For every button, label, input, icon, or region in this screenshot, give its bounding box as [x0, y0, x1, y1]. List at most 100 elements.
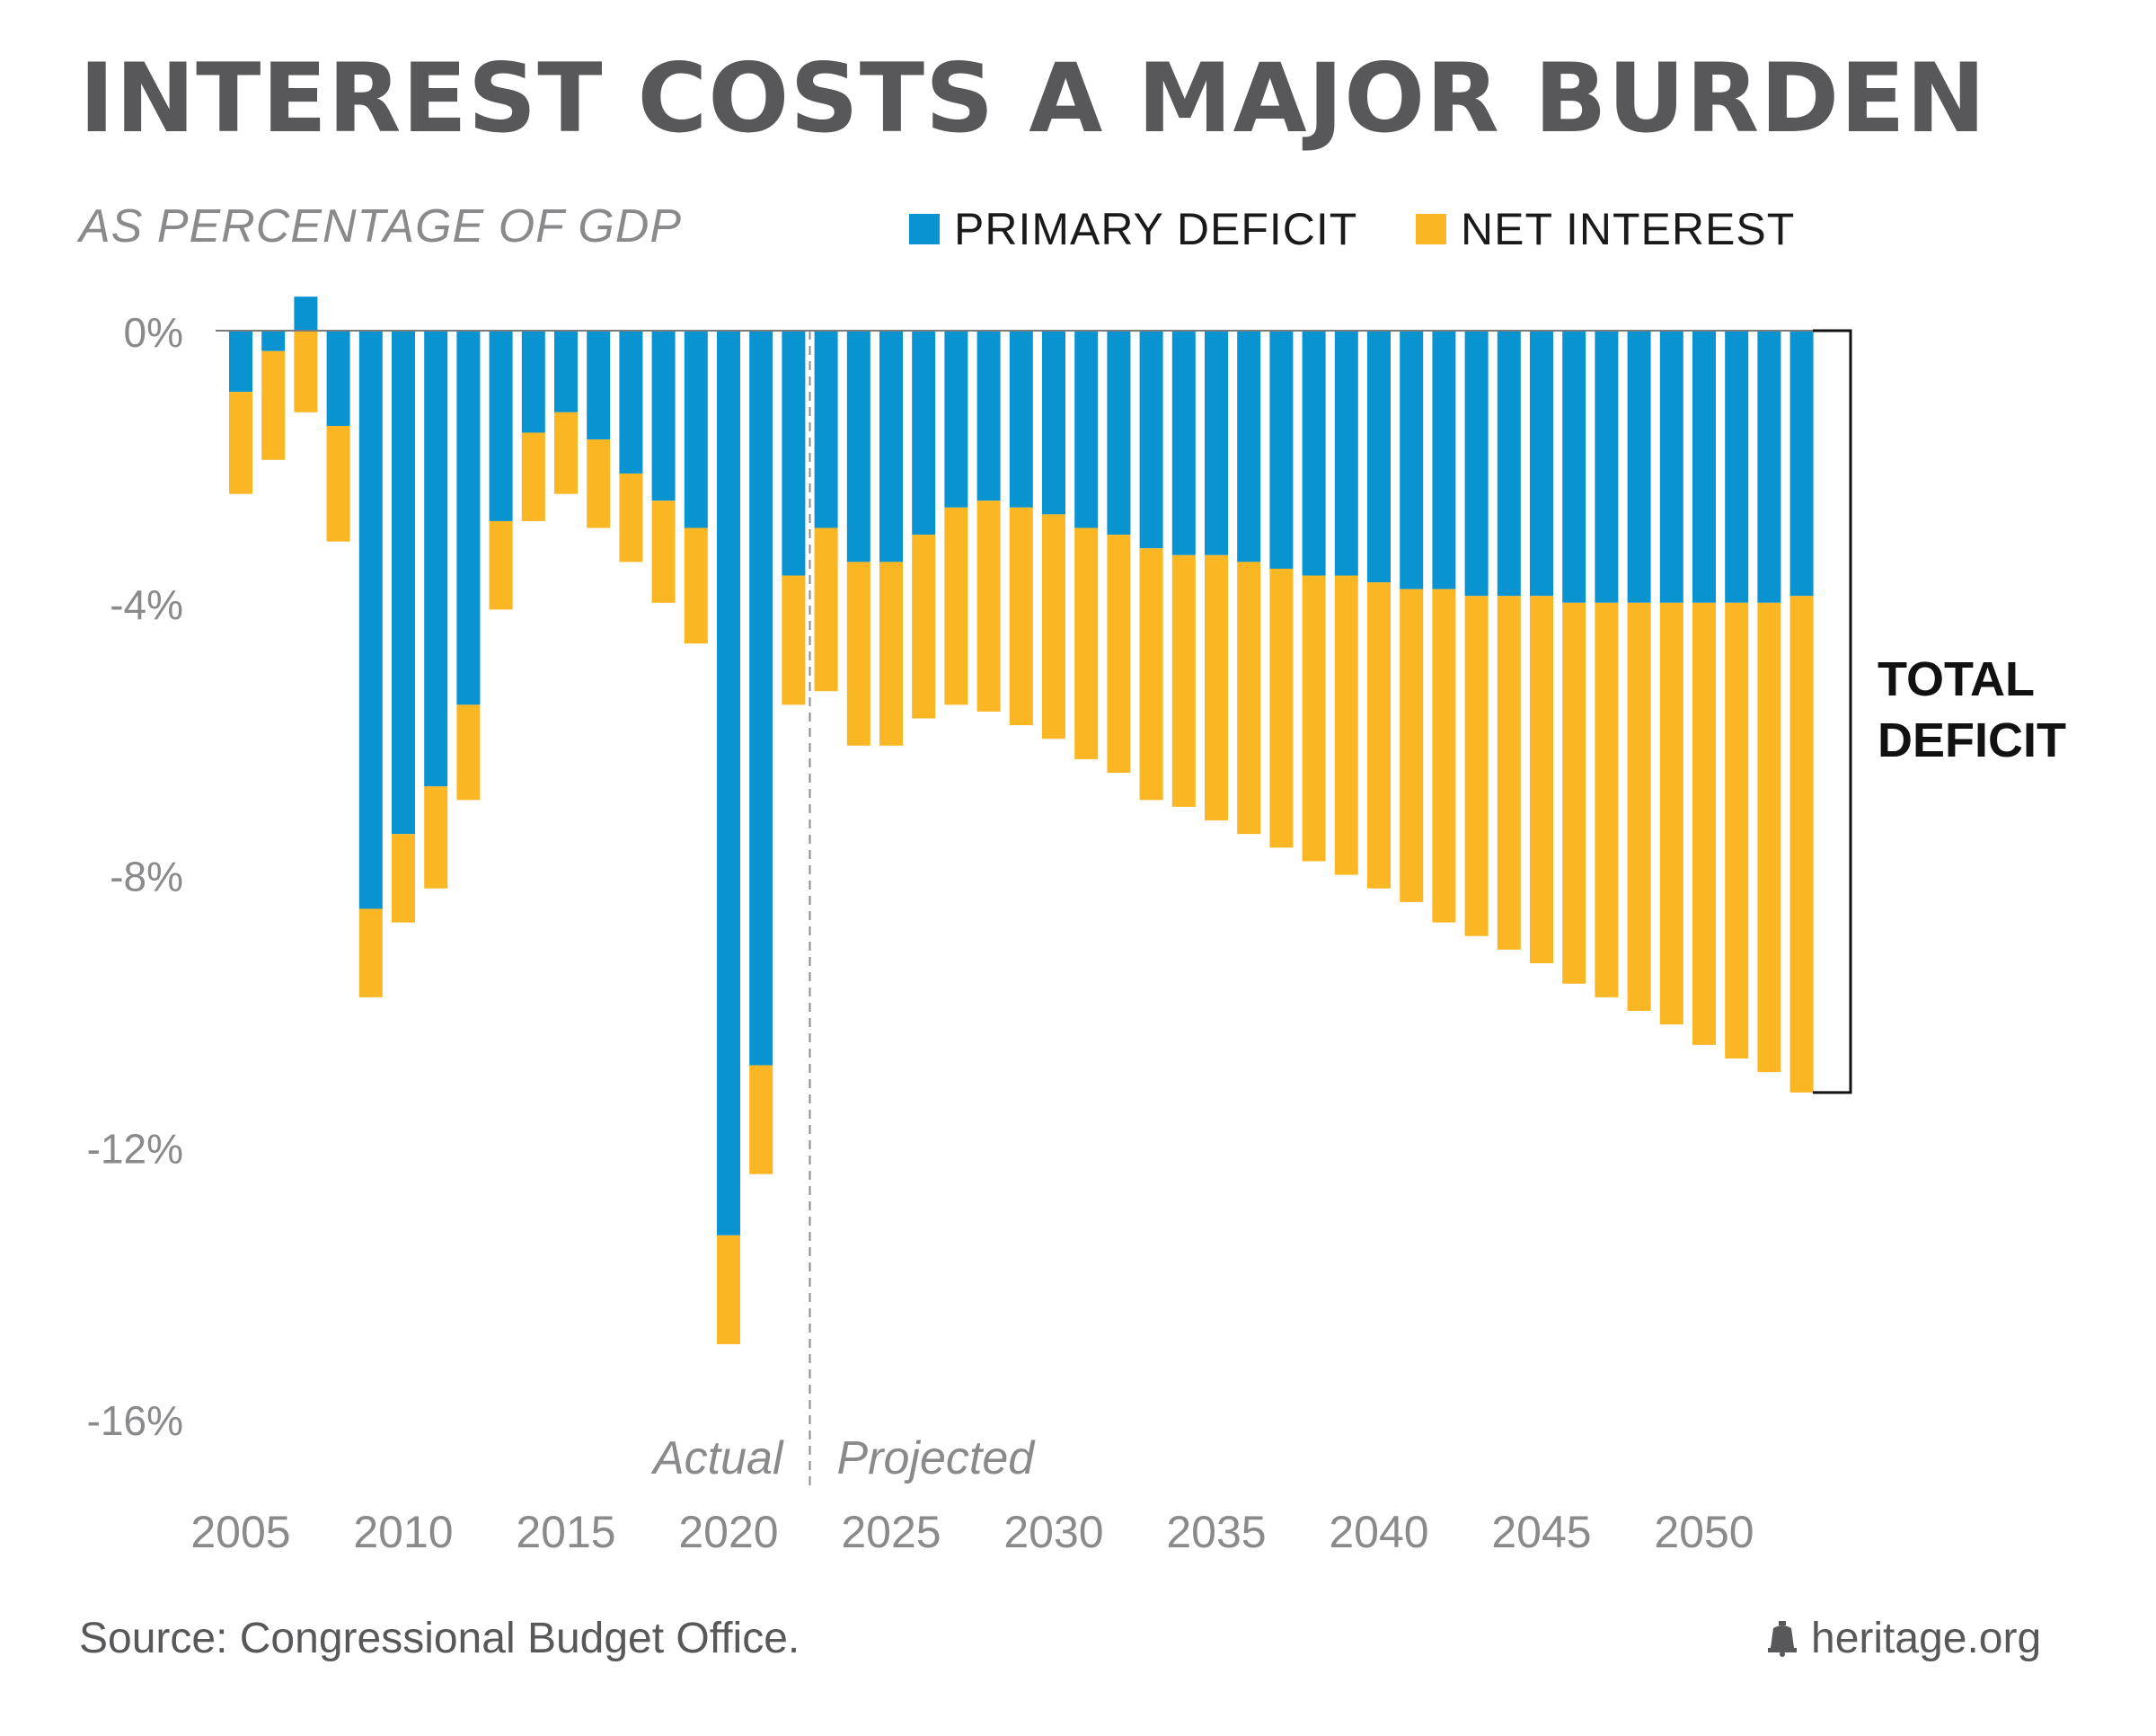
y-tick-label: 0% — [124, 309, 183, 356]
y-tick-label: -16% — [87, 1397, 183, 1444]
bar-interest-2026 — [912, 535, 936, 719]
bar-interest-2017 — [619, 473, 643, 562]
bar-interest-2030 — [1042, 514, 1065, 740]
bar-interest-2022 — [782, 575, 806, 705]
bar-interest-2037 — [1269, 568, 1294, 848]
bar-primary-2052 — [1757, 331, 1781, 603]
x-tick-label: 2015 — [516, 1507, 615, 1557]
bar-interest-2021 — [749, 1065, 773, 1174]
legend-primary-swatch — [909, 214, 940, 244]
bar-interest-2029 — [1009, 507, 1033, 726]
bar-primary-2031 — [1074, 331, 1099, 528]
bar-primary-2025 — [879, 331, 903, 562]
total-deficit-label: TOTAL DEFICIT — [1878, 649, 2066, 771]
bar-interest-2028 — [976, 500, 1001, 712]
x-tick-label: 2010 — [353, 1507, 453, 1557]
bar-primary-2036 — [1237, 331, 1261, 562]
total-deficit-line1: TOTAL — [1878, 652, 2035, 706]
bar-primary-2021 — [749, 331, 773, 1066]
bar-interest-2011 — [424, 786, 448, 889]
chart-title: INTEREST COSTS A MAJOR BURDEN — [79, 43, 1987, 154]
bar-interest-2035 — [1205, 554, 1228, 821]
y-tick-label: -8% — [110, 854, 183, 900]
x-tick-label: 2040 — [1329, 1507, 1428, 1557]
bar-interest-2031 — [1074, 527, 1099, 759]
bar-primary-2018 — [651, 331, 676, 501]
bar-interest-2012 — [456, 704, 481, 801]
bar-primary-2038 — [1302, 331, 1326, 576]
bar-primary-2030 — [1042, 331, 1065, 515]
bar-interest-2005 — [229, 392, 252, 494]
bar-primary-2014 — [521, 331, 545, 433]
x-tick-label: 2050 — [1654, 1507, 1754, 1557]
bar-interest-2015 — [554, 412, 578, 494]
bar-primary-2011 — [424, 331, 448, 787]
bar-interest-2042 — [1432, 589, 1456, 923]
bar-interest-2032 — [1107, 535, 1131, 774]
legend-primary-label: PRIMARY DEFICIT — [954, 204, 1358, 254]
bar-primary-2016 — [587, 331, 611, 440]
chart-subtitle: AS PERCENTAGE OF GDP — [79, 200, 683, 252]
bar-primary-2042 — [1432, 331, 1456, 589]
bar-interest-2016 — [587, 439, 611, 528]
bar-primary-2019 — [684, 331, 708, 528]
liberty-bell-icon — [1768, 1620, 1797, 1657]
bar-primary-2026 — [912, 331, 936, 536]
x-tick-label: 2025 — [841, 1507, 941, 1557]
bar-primary-2051 — [1725, 331, 1749, 603]
bar-interest-2038 — [1302, 575, 1326, 862]
bar-primary-2045 — [1530, 331, 1553, 597]
bar-interest-2033 — [1139, 548, 1163, 801]
legend-interest: NET INTEREST — [1416, 203, 1795, 255]
x-tick-label: 2030 — [1003, 1507, 1103, 1557]
bar-interest-2009 — [358, 908, 383, 997]
bar-interest-2027 — [944, 507, 968, 705]
bar-primary-2032 — [1107, 331, 1131, 536]
bar-primary-2029 — [1009, 331, 1033, 508]
bar-interest-2025 — [879, 562, 903, 746]
bar-primary-2020 — [717, 331, 740, 1236]
bar-interest-2018 — [651, 500, 676, 603]
actual-label: Actual — [650, 1432, 784, 1484]
bar-interest-2051 — [1725, 602, 1749, 1058]
bar-primary-2028 — [976, 331, 1001, 501]
bar-primary-2024 — [846, 331, 870, 562]
bar-interest-2044 — [1497, 596, 1521, 950]
brand[interactable]: heritage.org — [1766, 1614, 2041, 1663]
bar-interest-2041 — [1400, 589, 1424, 902]
bar-primary-2005 — [229, 331, 252, 393]
legend-interest-label: NET INTEREST — [1461, 204, 1796, 254]
bar-primary-2023 — [814, 331, 838, 528]
bar-primary-2009 — [358, 331, 383, 909]
bar-interest-2014 — [521, 432, 545, 521]
bar-primary-2046 — [1562, 331, 1586, 603]
y-tick-label: -4% — [110, 581, 183, 628]
bar-primary-2015 — [554, 331, 578, 412]
bar-primary-2034 — [1171, 331, 1196, 555]
bar-interest-2013 — [489, 520, 513, 610]
bar-primary-2053 — [1789, 331, 1814, 597]
x-tick-label: 2005 — [190, 1507, 290, 1557]
bar-interest-2043 — [1464, 596, 1489, 936]
bar-primary-2017 — [619, 331, 643, 474]
bar-primary-2013 — [489, 331, 513, 521]
bar-primary-2040 — [1367, 331, 1391, 583]
bar-primary-2048 — [1627, 331, 1651, 603]
x-tick-label: 2035 — [1166, 1507, 1266, 1557]
bar-interest-2049 — [1659, 602, 1683, 1025]
bar-primary-2039 — [1334, 331, 1358, 576]
bar-interest-2047 — [1595, 602, 1619, 997]
bar-interest-2019 — [684, 527, 708, 644]
bar-interest-2036 — [1237, 562, 1261, 835]
bar-primary-2043 — [1464, 331, 1489, 597]
bar-primary-2035 — [1205, 331, 1228, 555]
bar-interest-2006 — [261, 350, 286, 460]
legend-interest-swatch — [1416, 214, 1446, 244]
bar-primary-2041 — [1400, 331, 1424, 589]
bar-interest-2008 — [326, 425, 350, 542]
brand-label: heritage.org — [1811, 1615, 2042, 1662]
bar-primary-2049 — [1659, 331, 1683, 603]
bar-primary-2027 — [944, 331, 968, 508]
total-deficit-line2: DEFICIT — [1878, 713, 2066, 767]
bar-primary-2033 — [1139, 331, 1163, 549]
